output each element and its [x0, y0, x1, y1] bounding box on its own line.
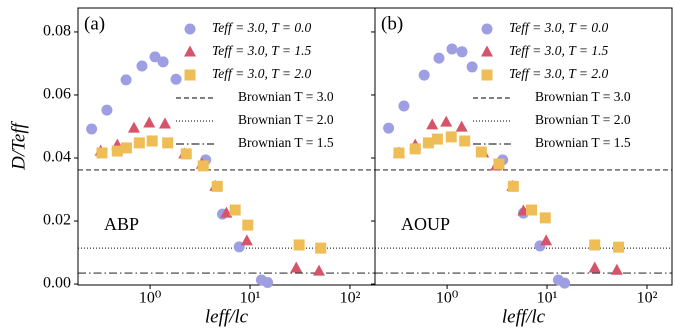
- x-tick-label: 10⁰: [139, 290, 161, 307]
- point: [431, 133, 443, 145]
- legend-marker: [184, 69, 196, 81]
- x-tick-label: 10¹: [537, 290, 558, 307]
- point: [180, 148, 192, 160]
- legend-label: Teff = 3.0, T = 1.5: [212, 43, 311, 58]
- y-axis-label: D/Teff: [8, 120, 29, 171]
- point: [240, 234, 253, 246]
- point: [507, 180, 519, 192]
- point: [293, 239, 305, 251]
- point: [158, 117, 171, 129]
- legend-marker: [184, 45, 196, 57]
- plot-frame: [374, 7, 673, 286]
- point: [426, 118, 439, 130]
- point: [149, 51, 161, 63]
- legend-label: Brownian T = 3.0: [238, 89, 334, 104]
- point: [290, 261, 303, 273]
- point: [133, 137, 145, 149]
- legend-marker: [481, 23, 493, 35]
- point: [315, 242, 327, 254]
- y-tick-label: 0.08: [43, 23, 71, 40]
- legend-label: Brownian T = 2.0: [238, 112, 334, 127]
- legend-label: Teff = 3.0, T = 0.0: [212, 20, 311, 35]
- point: [157, 56, 169, 68]
- legend-label: Teff = 3.0, T = 1.5: [509, 43, 608, 58]
- point: [96, 147, 108, 159]
- point: [446, 43, 458, 55]
- point: [456, 46, 468, 58]
- legend-label: Brownian T = 3.0: [535, 89, 631, 104]
- point: [393, 147, 405, 159]
- x-tick-label: 10¹: [240, 290, 261, 307]
- point: [211, 180, 223, 192]
- point: [136, 60, 148, 72]
- point: [475, 146, 487, 158]
- point: [418, 69, 430, 81]
- point: [559, 277, 571, 289]
- point: [229, 204, 241, 216]
- point: [610, 263, 623, 275]
- point: [262, 276, 274, 288]
- panel-label: (a): [84, 13, 105, 34]
- point: [127, 121, 140, 133]
- x-axis-label: leff/lc: [205, 306, 249, 327]
- y-tick-label: 0.02: [43, 212, 71, 229]
- point: [398, 100, 410, 112]
- y-tick-label: 0.04: [43, 149, 71, 166]
- x-tick-label: 10²: [637, 290, 658, 307]
- legend-label: Brownian T = 1.5: [238, 135, 334, 150]
- point: [197, 160, 209, 172]
- point: [101, 104, 113, 116]
- point: [466, 61, 478, 73]
- point: [493, 158, 505, 170]
- legend-label: Teff = 3.0, T = 2.0: [212, 66, 311, 81]
- point: [120, 142, 132, 154]
- point: [455, 120, 468, 132]
- legend-label: Brownian T = 1.5: [535, 135, 631, 150]
- point: [383, 122, 395, 134]
- y-tick-label: 0.00: [43, 275, 71, 292]
- annotation: AOUP: [401, 214, 450, 234]
- point: [313, 264, 326, 276]
- point: [146, 135, 158, 147]
- point: [440, 115, 453, 127]
- point: [111, 145, 123, 157]
- point: [459, 135, 471, 147]
- legend-marker: [184, 23, 196, 35]
- x-tick-label: 10⁰: [436, 290, 458, 307]
- point: [445, 131, 457, 143]
- point: [120, 74, 132, 86]
- point: [422, 137, 434, 149]
- legend-marker: [481, 69, 493, 81]
- point: [613, 241, 625, 253]
- point: [162, 137, 174, 149]
- annotation: ABP: [104, 214, 139, 234]
- point: [588, 261, 601, 273]
- legend-label: Brownian T = 2.0: [535, 112, 631, 127]
- y-tick-label: 0.06: [43, 86, 71, 103]
- legend-marker: [481, 45, 493, 57]
- panel-label: (b): [381, 13, 403, 34]
- point: [433, 52, 445, 64]
- point: [539, 212, 551, 224]
- legend-label: Teff = 3.0, T = 2.0: [509, 66, 608, 81]
- point: [409, 143, 421, 155]
- x-tick-label: 10²: [340, 290, 361, 307]
- point: [143, 116, 156, 128]
- point: [589, 239, 601, 251]
- point: [86, 123, 98, 135]
- point: [242, 219, 254, 231]
- point: [170, 73, 182, 85]
- point: [540, 234, 553, 246]
- legend-label: Teff = 3.0, T = 0.0: [509, 20, 608, 35]
- point: [526, 204, 538, 216]
- x-axis-label: leff/lc: [502, 306, 546, 327]
- point: [220, 206, 233, 218]
